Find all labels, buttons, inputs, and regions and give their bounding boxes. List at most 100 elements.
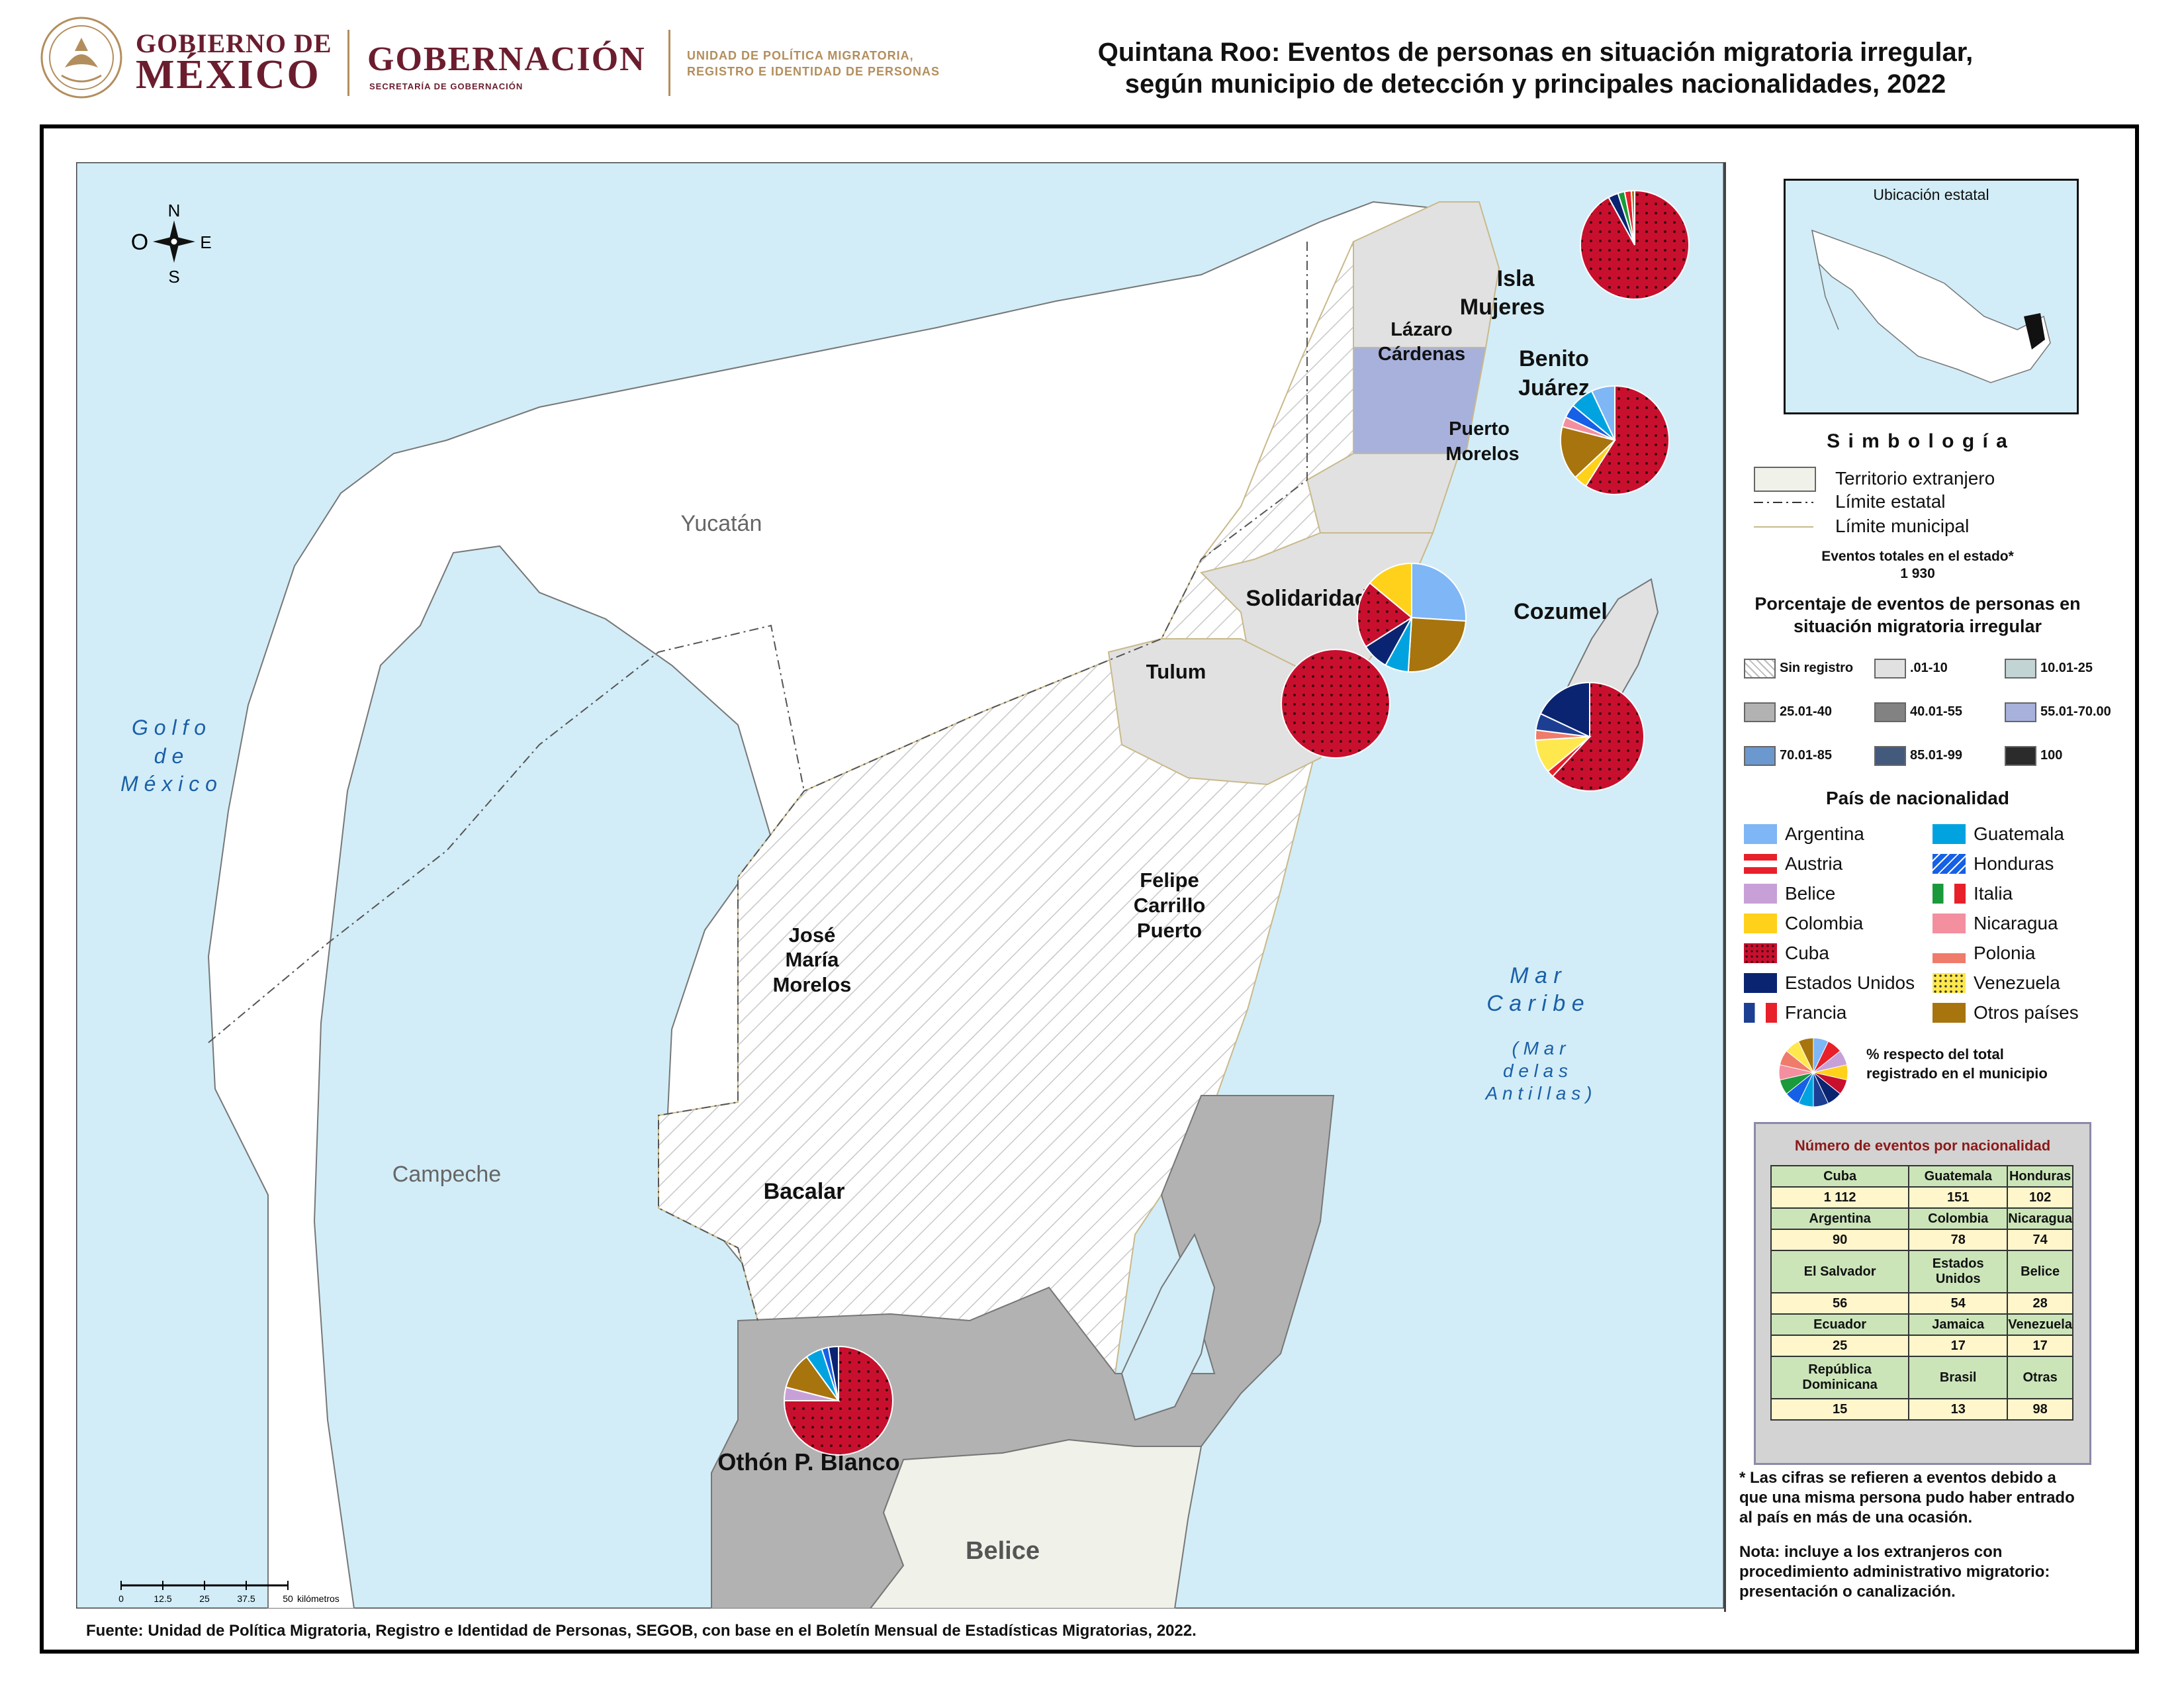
label-puerto-1: Puerto: [1449, 418, 1510, 440]
compass-n: N: [168, 201, 181, 220]
label-felipe-2: Carrillo: [1134, 894, 1206, 917]
table-header-cell: República Dominicana: [1770, 1356, 1910, 1399]
label-jose-1: José: [789, 923, 836, 947]
unidad-text: UNIDAD DE POLÍTICA MIGRATORIA, REGISTRO …: [687, 48, 991, 79]
nationality-label: Guatemala: [1974, 823, 2064, 844]
pie-slice: [827, 1345, 839, 1401]
pie-slice: [1369, 562, 1412, 620]
nationality-swatch: [1744, 884, 1777, 904]
scale-unit: kilómetros: [297, 1593, 340, 1604]
nationality-label: Cuba: [1785, 943, 1829, 963]
pie-slice: [783, 1345, 893, 1456]
pie-charts: [783, 189, 1690, 1456]
label-isla-mujeres-2: Mujeres: [1460, 295, 1545, 320]
label-lazaro-2: Cárdenas: [1378, 344, 1465, 365]
class-label: .01-10: [1910, 661, 1948, 675]
pie-slice: [1407, 616, 1467, 673]
class-swatch: [1744, 659, 1776, 679]
pie-slice: [1590, 385, 1615, 441]
class-swatch: [1744, 702, 1776, 722]
porcentaje-title-1: Porcentaje de eventos de personas en: [1754, 594, 2081, 614]
map-title: Quintana Roo: Eventos de personas en sit…: [1019, 36, 2052, 100]
line-municipal-icon: [1754, 526, 1813, 528]
nationality-label: Otros países: [1974, 1002, 2079, 1023]
label-othon: Othón P. Blanco: [717, 1448, 899, 1476]
scale-bar: 0 12.5 25 37.5 50 kilómetros: [118, 1581, 340, 1604]
table-value-cell: 17: [2007, 1335, 2073, 1357]
table-value-cell: 25: [1770, 1335, 1910, 1357]
note-2: Nota: incluye a los extranjeros con proc…: [1739, 1542, 2050, 1602]
class-swatch: [2005, 746, 2036, 766]
nationality-label: Honduras: [1974, 853, 2054, 874]
label-tulum: Tulum: [1146, 660, 1206, 683]
compass-e: E: [200, 232, 211, 252]
note-2-line3: presentación o canalización.: [1739, 1583, 1956, 1601]
nationality-swatch: [1933, 914, 1966, 933]
table-value-cell: 78: [1908, 1229, 2009, 1251]
table-header-cell: Honduras: [2007, 1165, 2073, 1188]
eventos-totales-value: 1 930: [1900, 566, 1935, 581]
gobierno-line2: MÉXICO: [136, 52, 321, 97]
scale-t0: 0: [118, 1593, 124, 1604]
scale-t3: 37.5: [237, 1593, 255, 1604]
label-golfo-3: M é x i c o: [120, 772, 217, 796]
header: GOBIERNO DE MÉXICO GOBERNACIÓN SECRETARÍ…: [0, 0, 2184, 119]
unidad-line1: UNIDAD DE POLÍTICA MIGRATORIA,: [687, 49, 914, 62]
nationality-swatch: [1933, 943, 1966, 963]
benito-juarez-municipio: [1353, 347, 1487, 454]
scale-t2: 25: [199, 1593, 210, 1604]
pct-note-2: registrado en el municipio: [1866, 1065, 2048, 1082]
pais-title: País de nacionalidad: [1826, 788, 2009, 808]
class-label: 85.01-99: [1910, 748, 1962, 763]
label-solidaridad: Solidaridad: [1246, 586, 1368, 611]
title-line2: según municipio de detección y principal…: [1124, 70, 1946, 99]
label-benito-2: Juárez: [1518, 375, 1590, 400]
map-panel: N S E O Yucatán Campeche Belice G o l f …: [76, 162, 1724, 1609]
note-2-line1: Nota: incluye a los extranjeros con: [1739, 1543, 2003, 1561]
class-label: 25.01-40: [1780, 704, 1832, 719]
porcentaje-title-2: situación migratoria irregular: [1793, 616, 2042, 636]
label-jose-2: María: [786, 948, 840, 971]
class-swatch: [2005, 659, 2036, 679]
nationality-swatch: [1744, 854, 1777, 874]
table-value-cell: 56: [1770, 1292, 1910, 1315]
class-swatch: [2005, 702, 2036, 722]
table-header-cell: Ecuador: [1770, 1313, 1910, 1336]
label-antillas-3: A n t i l l a s ): [1484, 1083, 1592, 1103]
table-header-cell: Colombia: [1908, 1207, 2009, 1230]
table-header-cell: Cuba: [1770, 1165, 1910, 1188]
nationality-swatch: [1744, 1003, 1777, 1023]
nationality-swatch: [1933, 1003, 1966, 1023]
table-value-cell: 90: [1770, 1229, 1910, 1251]
table-title: Número de eventos por nacionalidad: [1794, 1137, 2051, 1154]
label-limite-municipal: Límite municipal: [1835, 516, 1970, 536]
swatch-territorio: [1754, 467, 1816, 492]
nationality-swatch: [1933, 973, 1966, 993]
nationality-label: Italia: [1974, 883, 2013, 904]
pie-slice: [1584, 385, 1670, 495]
map-frame: [40, 124, 2139, 1654]
nationality-table-box: Número de eventos por nacionalidad Cuba G…: [1754, 1122, 2091, 1465]
label-golfo-2: d e: [154, 744, 183, 768]
label-golfo-1: G o l f o: [132, 716, 206, 739]
label-lazaro-1: Lázaro: [1390, 319, 1452, 340]
legend-panel: Ubicación estatal S i m b o l o g í a Te…: [1724, 162, 2111, 1612]
eventos-totales-label: Eventos totales en el estado*: [1821, 549, 2014, 564]
state-border: [658, 242, 1308, 1321]
unidad-line2: REGISTRO E IDENTIDAD DE PERSONAS: [687, 65, 940, 78]
label-caribe-2: C a r i b e: [1486, 991, 1584, 1016]
nationality-label: Belice: [1785, 883, 1836, 904]
table-value-cell: 15: [1770, 1398, 1910, 1421]
header-divider: [668, 30, 670, 96]
nationality-label: Argentina: [1785, 823, 1864, 844]
line-estatal-icon: [1754, 502, 1813, 503]
label-felipe-1: Felipe: [1140, 868, 1199, 892]
note-1: * Las cifras se refieren a eventos debid…: [1739, 1468, 2075, 1528]
table-header-cell: Otras: [2007, 1356, 2073, 1399]
pie-slice: [1281, 649, 1390, 759]
note-2-line2: procedimiento administrativo migratorio:: [1739, 1563, 2050, 1581]
label-puerto-2: Morelos: [1445, 444, 1519, 465]
table-value-cell: 13: [1908, 1398, 2009, 1421]
class-label: 10.01-25: [2040, 661, 2093, 675]
table-value-cell: 28: [2007, 1292, 2073, 1315]
